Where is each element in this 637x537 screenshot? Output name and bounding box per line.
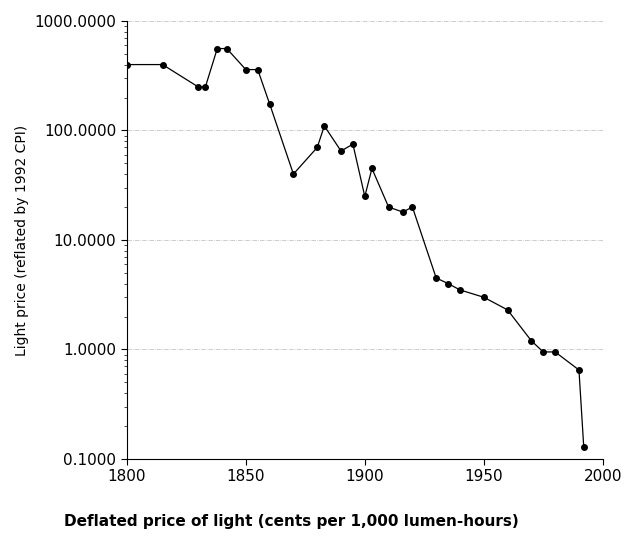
Text: Deflated price of light (cents per 1,000 lumen-hours): Deflated price of light (cents per 1,000… <box>64 514 519 529</box>
Y-axis label: Light price (reflated by 1992 CPI): Light price (reflated by 1992 CPI) <box>15 125 29 355</box>
